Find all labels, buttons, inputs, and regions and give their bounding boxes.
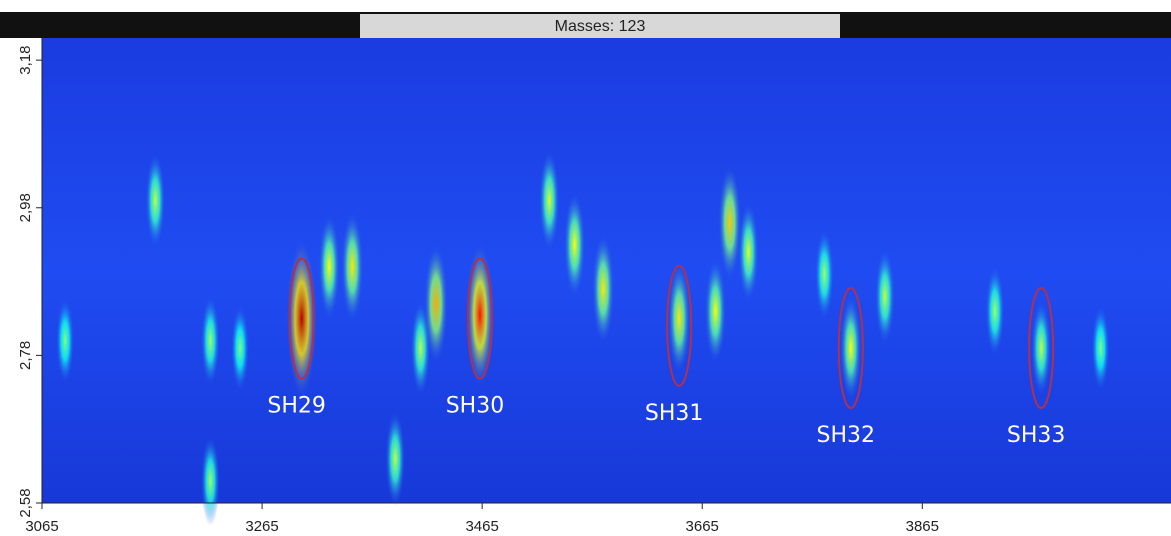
- annotation-label: SH29: [267, 393, 326, 418]
- annotation-ellipse: [466, 257, 493, 380]
- chart-title: Masses: 123: [555, 18, 646, 35]
- peak: [539, 150, 560, 251]
- peak: [424, 243, 448, 364]
- y-tick-label: 2,78: [17, 341, 34, 370]
- peak: [385, 411, 406, 507]
- peak: [704, 258, 727, 364]
- peak: [592, 233, 615, 344]
- annotation-ellipse: [1028, 287, 1055, 409]
- peak: [286, 238, 317, 399]
- peak: [231, 305, 250, 391]
- y-tick-label: 3,18: [17, 46, 34, 75]
- x-tick-label: 3465: [465, 518, 498, 535]
- x-tick-label: 3065: [25, 518, 58, 535]
- title-box: [360, 14, 840, 38]
- peak: [985, 266, 1005, 357]
- peak: [738, 202, 759, 303]
- x-tick-label: 3265: [245, 518, 278, 535]
- peak: [1091, 305, 1110, 391]
- peak: [200, 435, 220, 526]
- peak: [875, 248, 895, 344]
- peak: [341, 211, 364, 322]
- x-tick-label: 3665: [686, 518, 719, 535]
- peak: [668, 263, 691, 374]
- annotation-ellipse: [666, 264, 693, 387]
- peak: [56, 298, 75, 384]
- annotation-label: SH33: [1007, 423, 1066, 448]
- peak: [814, 229, 834, 320]
- y-tick-label: 2,58: [17, 488, 34, 517]
- annotation-ellipse: [288, 257, 315, 380]
- peak: [466, 242, 494, 388]
- axes: 3065 3265 3465 3665 3865 2,58 2,78 2,98 3,18: [17, 38, 1171, 535]
- y-tick-label: 2,98: [17, 193, 34, 222]
- peak: [200, 295, 220, 386]
- peak: [563, 192, 586, 298]
- peaks: [56, 150, 1110, 526]
- peak: [145, 152, 166, 248]
- annotation-ellipse: [837, 287, 864, 409]
- annotations: SH29 SH30 SH31 SH32 SH33: [267, 257, 1066, 448]
- annotation-label: SH31: [645, 401, 704, 426]
- peak: [318, 214, 340, 320]
- x-tick-label: 3865: [906, 518, 939, 535]
- annotation-label: SH30: [446, 393, 505, 418]
- annotation-label: SH32: [817, 423, 876, 448]
- peak: [718, 165, 742, 281]
- peak: [840, 295, 862, 401]
- peak: [410, 300, 431, 396]
- peak: [1031, 300, 1051, 396]
